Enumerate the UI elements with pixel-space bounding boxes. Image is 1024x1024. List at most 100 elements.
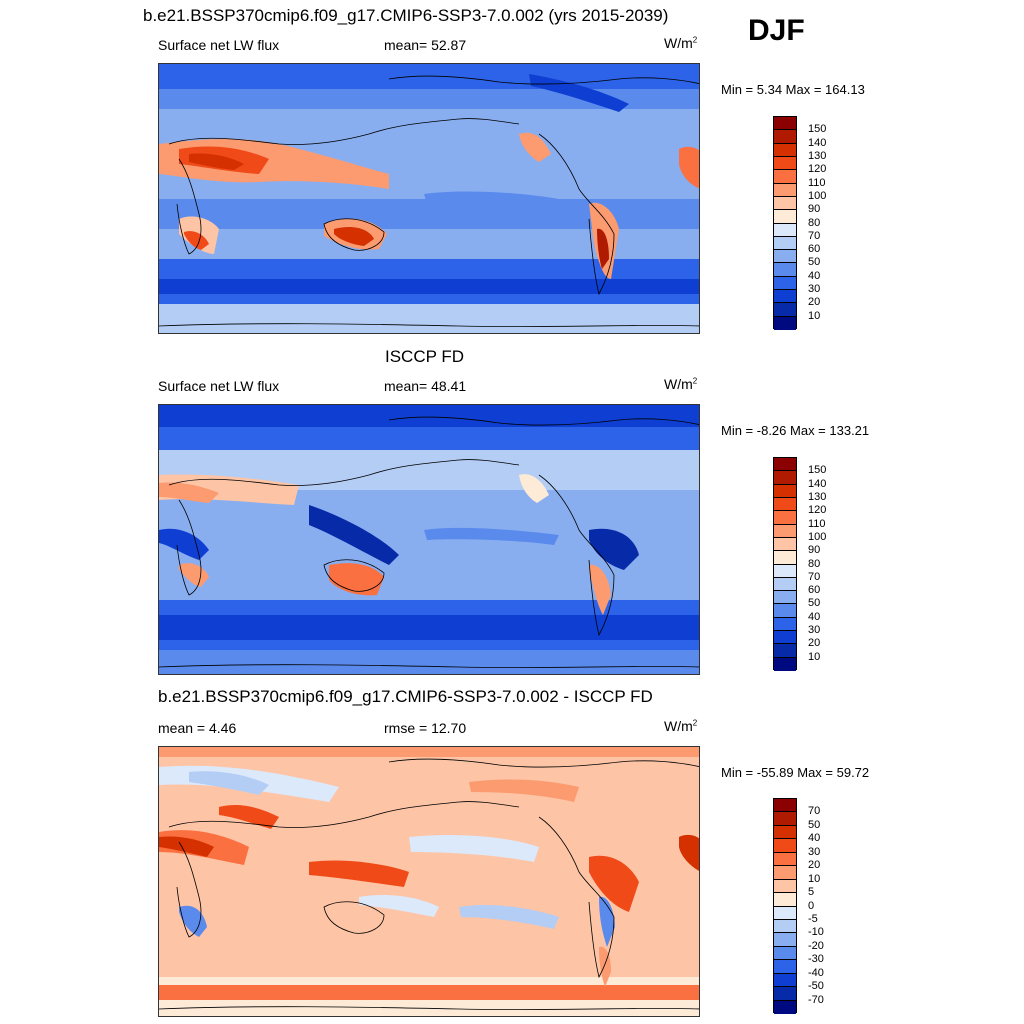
panel-1-minmax: Min = 5.34 Max = 164.13 [721, 82, 865, 97]
panel-2-map [158, 404, 700, 675]
colorbar-tick-label: 40 [808, 610, 821, 623]
colorbar-tick-label: 5 [808, 886, 815, 899]
colorbar-tick-label: -50 [808, 980, 824, 993]
colorbar-tick-label: 40 [808, 832, 821, 845]
colorbar-swatch [774, 657, 796, 671]
colorbar-tick-label: 110 [808, 517, 826, 530]
panel-2-mean: mean= 48.41 [384, 378, 467, 394]
colorbar-tick-label: 80 [808, 216, 821, 229]
panel-1-variable: Surface net LW flux [158, 37, 280, 53]
panel-3-map-svg [159, 747, 699, 1016]
panel-3-minmax: Min = -55.89 Max = 59.72 [721, 765, 870, 780]
colorbar-swatch [774, 551, 796, 565]
colorbar-swatch [774, 143, 796, 157]
colorbar-tick-label: -10 [808, 926, 824, 939]
colorbar-tick-label: 40 [808, 269, 821, 282]
panel-2-map-svg [159, 405, 699, 674]
colorbar-swatch [774, 210, 796, 224]
colorbar-swatch [774, 524, 796, 538]
colorbar-tick-label: 50 [808, 256, 821, 269]
colorbar-tick-label: 100 [808, 530, 827, 543]
panel-3-map [158, 746, 700, 1017]
panel-2-variable: Surface net LW flux [158, 378, 280, 394]
colorbar-swatch [774, 893, 796, 907]
colorbar-tick-label: 80 [808, 557, 821, 570]
colorbar-tick-label: 110 [808, 176, 826, 189]
colorbar-swatch [774, 290, 796, 304]
colorbar-tick-label: 100 [808, 189, 827, 202]
colorbar-swatch [774, 117, 796, 131]
colorbar-swatch [774, 316, 796, 330]
colorbar-swatch [774, 1000, 796, 1014]
colorbar-swatch [774, 825, 796, 840]
panel-1-units: W/m2 [664, 35, 698, 51]
colorbar-swatch [774, 276, 796, 291]
panel-3-units: W/m2 [664, 718, 698, 734]
colorbar-swatch [774, 946, 796, 961]
colorbar-swatch [774, 812, 796, 826]
colorbar-swatch [774, 156, 796, 171]
colorbar-tick-label: 120 [808, 163, 827, 176]
colorbar-tick-label: 150 [808, 123, 827, 136]
colorbar-swatch [774, 933, 796, 947]
colorbar-swatch [774, 577, 796, 592]
panel-2-colorbar [773, 457, 797, 671]
colorbar-tick-label: -5 [808, 912, 818, 925]
colorbar-tick-label: 70 [808, 570, 821, 583]
colorbar-tick-label: 120 [808, 504, 827, 517]
panel-3-rmse: rmse = 12.70 [384, 720, 467, 736]
colorbar-swatch [774, 471, 796, 485]
colorbar-swatch [774, 130, 796, 144]
colorbar-swatch [774, 223, 796, 237]
colorbar-tick-label: 60 [808, 584, 821, 597]
colorbar-tick-label: 140 [808, 477, 827, 490]
colorbar-tick-label: 90 [808, 203, 821, 216]
panel-1-title: b.e21.BSSP370cmip6.f09_g17.CMIP6-SSP3-7.… [143, 6, 669, 25]
panel-3-title: b.e21.BSSP370cmip6.f09_g17.CMIP6-SSP3-7.… [158, 687, 653, 706]
colorbar-tick-label: -20 [808, 939, 824, 952]
colorbar-swatch [774, 263, 796, 277]
panel-2-minmax: Min = -8.26 Max = 133.21 [721, 423, 870, 438]
colorbar-swatch [774, 236, 796, 251]
colorbar-tick-label: 140 [808, 136, 827, 149]
colorbar-swatch [774, 170, 796, 184]
colorbar-swatch [774, 906, 796, 920]
colorbar-tick-label: 50 [808, 818, 821, 831]
colorbar-tick-label: 90 [808, 544, 821, 557]
colorbar-swatch [774, 839, 796, 853]
colorbar-tick-label: -30 [808, 953, 824, 966]
colorbar-tick-label: 50 [808, 597, 821, 610]
colorbar-swatch [774, 644, 796, 658]
colorbar-swatch [774, 250, 796, 264]
colorbar-tick-label: 30 [808, 845, 821, 858]
colorbar-swatch [774, 631, 796, 645]
panel-1-mean: mean= 52.87 [384, 37, 467, 53]
colorbar-tick-label: 30 [808, 624, 821, 637]
colorbar-tick-label: 30 [808, 283, 821, 296]
colorbar-tick-label: 10 [808, 650, 821, 663]
panel-1-colorbar [773, 116, 797, 330]
panel-2-title: ISCCP FD [385, 347, 465, 366]
colorbar-swatch [774, 973, 796, 988]
colorbar-tick-label: 20 [808, 637, 821, 650]
panel-2-units: W/m2 [664, 376, 698, 392]
colorbar-swatch [774, 497, 796, 512]
colorbar-swatch [774, 591, 796, 605]
colorbar-tick-label: 130 [808, 490, 827, 503]
colorbar-swatch [774, 196, 796, 211]
panel-1-map [158, 63, 700, 334]
colorbar-swatch [774, 183, 796, 197]
colorbar-tick-label: -40 [808, 966, 824, 979]
colorbar-swatch [774, 604, 796, 618]
colorbar-swatch [774, 303, 796, 317]
colorbar-tick-label: 20 [808, 859, 821, 872]
colorbar-tick-label: 60 [808, 243, 821, 256]
colorbar-tick-label: 150 [808, 464, 827, 477]
colorbar-tick-label: 0 [808, 899, 815, 912]
colorbar-swatch [774, 484, 796, 498]
colorbar-tick-label: 70 [808, 229, 821, 242]
colorbar-swatch [774, 852, 796, 867]
colorbar-swatch [774, 799, 796, 813]
colorbar-swatch [774, 866, 796, 880]
colorbar-tick-label: 130 [808, 149, 827, 162]
